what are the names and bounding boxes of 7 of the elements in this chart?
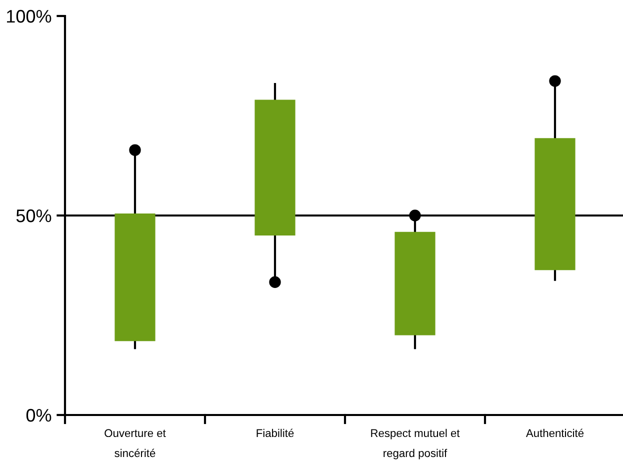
x-tick-label: Respect mutuel et regard positif xyxy=(371,428,460,460)
y-tick-label: 0% xyxy=(26,408,52,422)
x-tick-label: Authenticité xyxy=(526,428,584,438)
x-tick-label: Ouverture et sincérité xyxy=(104,429,166,458)
y-tick-label: 50% xyxy=(16,209,52,222)
y-tick-label: 100% xyxy=(7,10,52,23)
x-tick-label: Fiabilité xyxy=(256,428,294,438)
